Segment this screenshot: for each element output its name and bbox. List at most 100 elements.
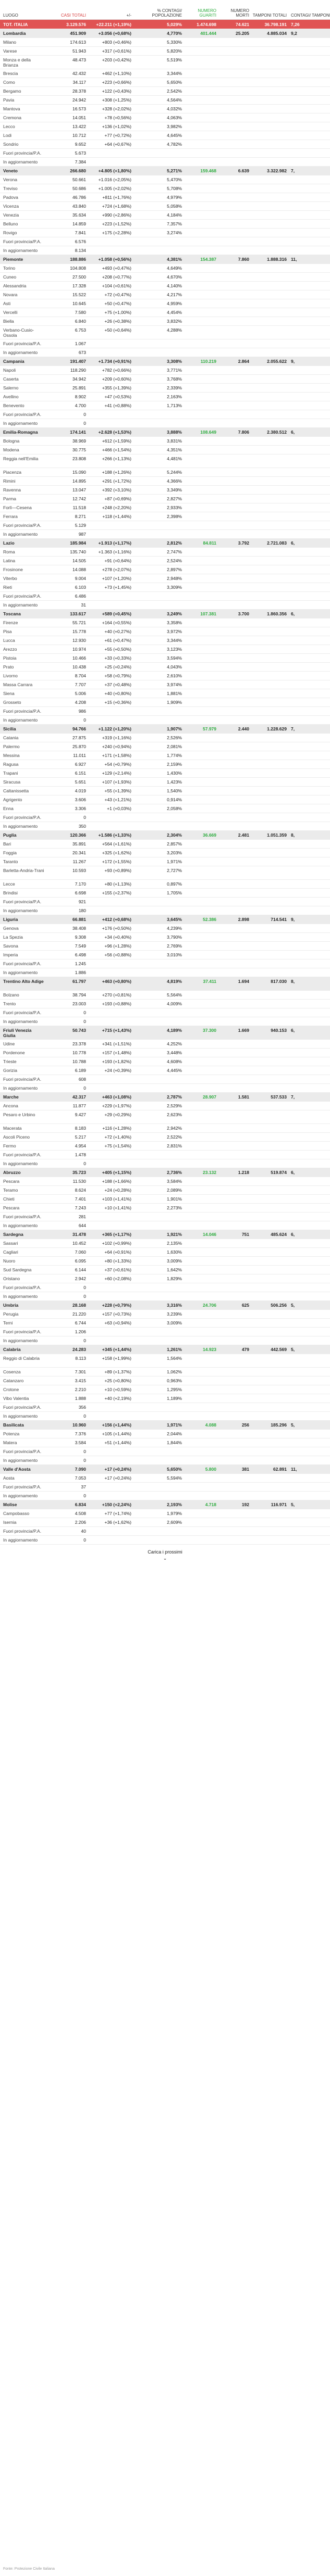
row-luogo: Ragusa bbox=[3, 762, 19, 767]
province-row: In aggiornamento 0 bbox=[0, 1412, 330, 1421]
region-row[interactable]: Basilicata 10.960 +156 (+1,44%) 1,971% 4.088… bbox=[0, 1421, 330, 1430]
row-delta: +89 (+1,37%) bbox=[104, 1369, 131, 1374]
region-row[interactable]: Umbria 28.168 +228 (+0,79%) 3,316% 24.706 625… bbox=[0, 1301, 330, 1310]
row-luogo: Catanzaro bbox=[3, 1378, 24, 1383]
province-row: Taranto 11.267 +172 (+1,55%) 1,971% bbox=[0, 857, 330, 866]
row-delta: +1.734 (+0,91%) bbox=[98, 359, 131, 364]
region-row[interactable]: Abruzzo 35.723 +405 (+1,15%) 2,736% 23.132 1.… bbox=[0, 1168, 330, 1177]
row-percentuale: 3,982% bbox=[167, 124, 182, 129]
region-row[interactable]: Toscana 133.617 +589 (+0,45%) 3,249% 107.381… bbox=[0, 610, 330, 618]
header-tamponi[interactable]: TAMPONI TOTALI bbox=[252, 13, 287, 18]
row-contagi-tamponi: 6, bbox=[291, 1170, 295, 1175]
row-casi: 451.909 bbox=[70, 31, 86, 36]
header-luogo[interactable]: LUOGO bbox=[3, 13, 18, 18]
region-row[interactable]: Veneto 266.680 +4.805 (+1,80%) 5,271% 159.46… bbox=[0, 167, 330, 175]
region-row[interactable]: Campania 191.407 +1.734 (+0,91%) 3,308% 110.… bbox=[0, 357, 330, 366]
header-morti[interactable]: NUMERO MORTI bbox=[230, 8, 249, 18]
row-percentuale: 3,972% bbox=[167, 629, 182, 634]
row-luogo: Aosta bbox=[3, 1475, 15, 1481]
header-contagi-tamponi[interactable]: CONTAGI/ TAMPONI bbox=[291, 13, 330, 18]
province-row: Lecco 13.422 +136 (+1,02%) 3,982% bbox=[0, 122, 330, 131]
province-row: Fuori provincia/P.A. 0 bbox=[0, 1283, 330, 1292]
row-luogo: Udine bbox=[3, 1041, 15, 1046]
region-row[interactable]: Valle d'Aosta 7.090 +17 (+0,24%) 5,650% 5.80… bbox=[0, 1465, 330, 1474]
row-luogo: Bergamo bbox=[3, 89, 21, 94]
row-percentuale: 3,832% bbox=[167, 319, 182, 324]
row-delta: +171 (+1,58%) bbox=[102, 753, 131, 758]
row-luogo: Teramo bbox=[3, 1188, 18, 1193]
row-casi: 13.047 bbox=[72, 487, 86, 493]
region-row[interactable]: Calabria 24.283 +345 (+1,44%) 1,261% 14.923 4… bbox=[0, 1345, 330, 1354]
region-row[interactable]: Sicilia 94.766 +1.122 (+1,20%) 1,907% 57.979… bbox=[0, 725, 330, 734]
row-delta: +40 (+2,19%) bbox=[104, 1396, 131, 1401]
province-row: Gorizia 6.189 +24 (+0,39%) 4,445% bbox=[0, 1066, 330, 1075]
row-casi: 10.593 bbox=[72, 868, 86, 873]
row-percentuale: 3,344% bbox=[167, 71, 182, 76]
row-luogo: In aggiornamento bbox=[3, 159, 38, 165]
region-row[interactable]: Friuli Venezia Giulia 50.743 +715 (+1,43%)… bbox=[0, 1026, 330, 1040]
row-delta: +122 (+0,43%) bbox=[102, 89, 131, 94]
row-delta: +724 (+1,68%) bbox=[102, 204, 131, 209]
row-casi: 25.891 bbox=[72, 385, 86, 390]
header-percentuale[interactable]: % CONTAGI/ POPOLAZIONE bbox=[152, 8, 182, 18]
row-percentuale: 4,819% bbox=[167, 979, 182, 984]
row-luogo: Lucca bbox=[3, 638, 15, 643]
row-casi: 7.243 bbox=[75, 1205, 86, 1210]
row-delta: +107 (+1,20%) bbox=[102, 576, 131, 581]
region-row[interactable]: Sardegna 31.478 +365 (+1,17%) 1,921% 14.046 7… bbox=[0, 1230, 330, 1239]
row-percentuale: 2,044% bbox=[167, 1431, 182, 1436]
row-percentuale: 3,771% bbox=[167, 368, 182, 373]
province-row: In aggiornamento 0 bbox=[0, 1492, 330, 1500]
region-row[interactable]: Piemonte 188.886 +1.058 (+0,56%) 4,381% 154.… bbox=[0, 255, 330, 264]
row-casi: 23.378 bbox=[72, 1041, 86, 1046]
region-row[interactable]: Emilia-Romagna 174.141 +2.628 (+1,53%) 3,88… bbox=[0, 428, 330, 437]
header-casi[interactable]: CASI TOTALI bbox=[60, 13, 86, 18]
row-casi: 66.881 bbox=[72, 917, 86, 922]
row-delta: +209 (+0,60%) bbox=[102, 376, 131, 382]
row-casi: 11.267 bbox=[72, 859, 86, 864]
row-delta: +77 (+1,74%) bbox=[104, 1511, 131, 1516]
province-row: Mantova 16.573 +328 (+2,02%) 4,032% bbox=[0, 105, 330, 113]
region-row[interactable]: Marche 42.317 +463 (+1,08%) 2,787% 28.907 1.5… bbox=[0, 1093, 330, 1102]
load-more-button[interactable]: Carica i prossimi ⌄ bbox=[0, 1545, 330, 1561]
province-row: Verbano-Cusio-Ossola 6.753 +50 (+0,64%) 4,2… bbox=[0, 326, 330, 339]
header-delta[interactable]: +/- bbox=[126, 13, 131, 18]
row-delta: +3.056 (+0,68%) bbox=[98, 31, 131, 36]
province-row: Aosta 7.053 +17 (+0,24%) 5,594% bbox=[0, 1474, 330, 1483]
row-percentuale: 4,608% bbox=[167, 1059, 182, 1064]
row-casi: 21.220 bbox=[72, 1311, 86, 1317]
row-percentuale: 5,564% bbox=[167, 992, 182, 997]
region-row[interactable]: Trentino Alto Adige 61.797 +463 (+0,80%) 4,… bbox=[0, 977, 330, 991]
row-tamponi: 442.569 bbox=[271, 1347, 287, 1352]
row-luogo: In aggiornamento bbox=[3, 1161, 38, 1166]
row-casi: 2.942 bbox=[75, 1276, 86, 1281]
header-guariti[interactable]: NUMERO GUARITI bbox=[198, 8, 216, 18]
region-row[interactable]: Lazio 185.984 +1.913 (+1,17%) 2,812% 84.811 3… bbox=[0, 539, 330, 548]
row-luogo: Savona bbox=[3, 943, 18, 949]
row-contagi-tamponi: 6, bbox=[291, 611, 295, 616]
row-tamponi: 4.885.034 bbox=[267, 31, 287, 36]
row-casi: 50.743 bbox=[72, 1028, 86, 1033]
row-percentuale: 5,271% bbox=[167, 168, 182, 173]
region-row[interactable]: Liguria 66.881 +412 (+0,68%) 3,645% 52.386 2.… bbox=[0, 915, 330, 924]
row-morti: 74.621 bbox=[236, 21, 249, 27]
row-casi: 11.011 bbox=[73, 753, 86, 758]
row-casi: 644 bbox=[78, 1223, 86, 1228]
province-row: In aggiornamento 0 bbox=[0, 1456, 330, 1465]
row-casi: 9.308 bbox=[75, 935, 86, 940]
row-percentuale: 1,642% bbox=[167, 1267, 182, 1272]
row-morti: 381 bbox=[241, 1467, 249, 1472]
row-contagi-tamponi: 7, bbox=[291, 1094, 295, 1100]
row-casi: 34.942 bbox=[72, 376, 86, 382]
region-row[interactable]: Molise 6.834 +150 (+2,24%) 2,193% 4.718 192 11… bbox=[0, 1500, 330, 1509]
region-row[interactable]: Lombardia 451.909 +3.056 (+0,68%) 4,770% 401… bbox=[0, 29, 330, 38]
row-casi: 3.129.576 bbox=[66, 21, 86, 27]
row-delta: +466 (+1,54%) bbox=[102, 447, 131, 452]
row-luogo: Verbano-Cusio-Ossola bbox=[3, 327, 34, 338]
region-row[interactable]: Puglia 120.366 +1.586 (+1,33%) 2,304% 36.669… bbox=[0, 831, 330, 840]
load-more-label: Carica i prossimi bbox=[148, 1549, 182, 1555]
row-percentuale: 2,089% bbox=[167, 1188, 182, 1193]
province-row: Caltanissetta 4.019 +55 (+1,39%) 1,540% bbox=[0, 787, 330, 795]
row-casi: 0 bbox=[83, 1449, 86, 1454]
row-luogo: Liguria bbox=[3, 917, 18, 922]
